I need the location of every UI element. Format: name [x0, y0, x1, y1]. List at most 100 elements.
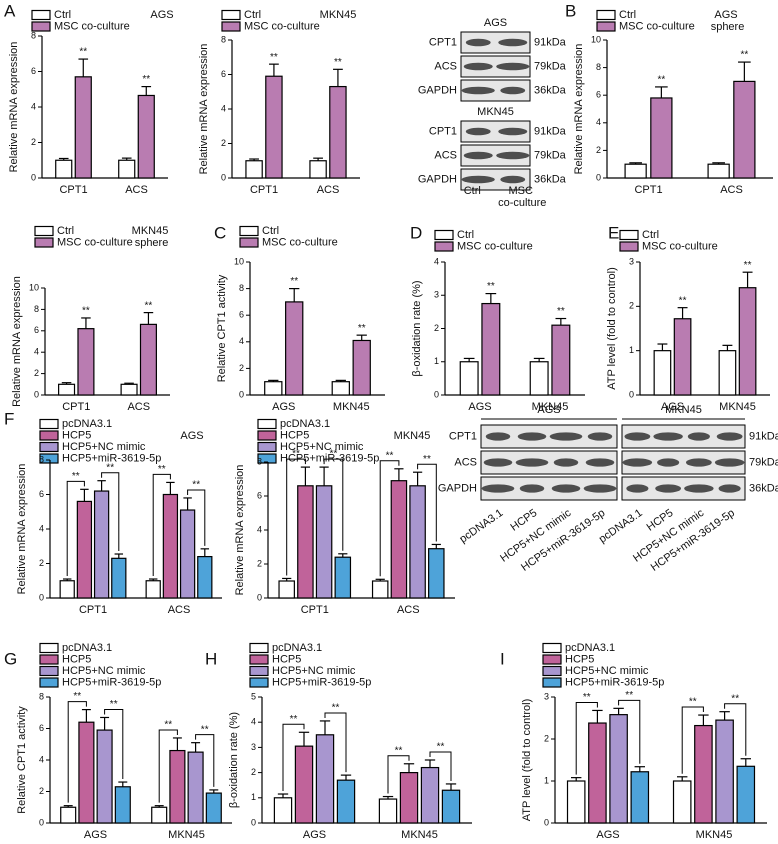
- bar: [694, 724, 713, 824]
- error-bar: [676, 776, 688, 781]
- y-tick-label: 2: [629, 301, 634, 311]
- significance-bracket: [101, 472, 120, 552]
- error-bar: [319, 466, 329, 486]
- legend-swatch: [239, 237, 259, 248]
- blot-band: [498, 38, 528, 47]
- significance-label: **: [423, 454, 431, 465]
- error-bar: [62, 578, 72, 581]
- x-tick-label: AGS: [468, 401, 491, 413]
- bar: [481, 302, 501, 396]
- blot-size-label: 36kDa: [749, 482, 778, 494]
- x-tick-label: AGS: [596, 829, 619, 841]
- significance-label: **: [164, 720, 172, 731]
- error-bar: [100, 716, 110, 731]
- blot-band: [549, 432, 583, 441]
- error-bar: [333, 68, 343, 87]
- significance-bracket: [681, 706, 704, 774]
- y-axis-label: Relative mRNA expression: [234, 465, 246, 596]
- y-axis-label: Relative CPT1 activity: [16, 706, 28, 814]
- blot-size-label: 91kDa: [534, 36, 567, 48]
- error-bar: [209, 789, 219, 794]
- significance-label: **: [657, 75, 665, 86]
- y-tick-label: 6: [257, 490, 262, 500]
- error-bar: [712, 162, 725, 165]
- bar: [309, 160, 327, 179]
- legend-label: MSC co-culture: [642, 240, 718, 252]
- legend-swatch: [257, 453, 277, 464]
- bar: [111, 557, 127, 599]
- blot-row-label: GAPDH: [438, 482, 477, 494]
- legend-label: HCP5: [272, 653, 301, 665]
- bar: [58, 383, 76, 396]
- x-tick-label: CPT1: [634, 184, 662, 196]
- legend-label: MSC co-culture: [54, 20, 130, 32]
- significance-label: **: [744, 260, 752, 271]
- bar: [60, 806, 77, 824]
- blot-size-label: 79kDa: [534, 60, 567, 72]
- legend-swatch: [596, 21, 616, 32]
- x-tick-label: CPT1: [62, 401, 90, 413]
- blot-band: [622, 458, 653, 467]
- bar: [151, 806, 168, 824]
- bar: [378, 798, 398, 824]
- bar: [428, 548, 445, 599]
- legend-label: Ctrl: [642, 229, 659, 241]
- x-tick-label: ACS: [720, 184, 743, 196]
- significance-label: **: [740, 50, 748, 61]
- blot-band: [463, 151, 493, 160]
- bar: [624, 163, 647, 179]
- blot-size-label: 91kDa: [534, 125, 567, 137]
- x-tick-label: AGS: [272, 401, 295, 413]
- error-bar: [722, 344, 733, 351]
- legend-swatch: [596, 9, 616, 21]
- significance-label: **: [334, 57, 342, 68]
- blot-band: [517, 432, 547, 441]
- significance-bracket: [282, 723, 305, 792]
- blot-row-label: CPT1: [449, 430, 477, 442]
- blot-band: [461, 175, 495, 184]
- blot-size-label: 36kDa: [534, 84, 567, 96]
- error-bar: [634, 766, 646, 772]
- error-bar: [58, 157, 69, 161]
- y-tick-label: 2: [31, 137, 36, 147]
- y-tick-label: 8: [221, 34, 226, 44]
- error-bar: [613, 707, 624, 715]
- error-bar: [80, 488, 89, 502]
- significance-bracket: [429, 751, 452, 781]
- significance-bracket: [187, 489, 206, 546]
- legend-label: HCP5: [565, 653, 594, 665]
- bar: [630, 771, 650, 824]
- legend-swatch: [239, 225, 259, 237]
- blot-band: [585, 458, 615, 467]
- legend-swatch: [34, 225, 54, 237]
- error-bar: [655, 86, 668, 98]
- significance-label: **: [689, 697, 697, 708]
- bar: [74, 76, 92, 179]
- legend-label: HCP5+NC mimic: [272, 665, 356, 677]
- legend-swatch: [39, 441, 59, 453]
- blot-title: MKN45: [665, 404, 702, 416]
- legend-swatch: [39, 665, 59, 677]
- blot-band: [653, 432, 683, 441]
- legend-swatch: [221, 9, 241, 21]
- error-bar: [121, 157, 132, 161]
- blot-lane-label: pcDNA3.1: [457, 507, 505, 546]
- legend-label: HCP5+NC mimic: [62, 665, 146, 677]
- legend-label: HCP5+miR-3619-5p: [280, 452, 379, 464]
- y-tick-label: 0: [31, 172, 36, 182]
- panel-letter: F: [4, 409, 14, 428]
- x-tick-label: ACS: [127, 401, 150, 413]
- y-tick-label: 1: [629, 345, 634, 355]
- error-bar: [277, 793, 289, 798]
- significance-label: **: [110, 699, 118, 710]
- panel-letter: C: [214, 223, 226, 242]
- blot-box: [621, 424, 746, 449]
- significance-bracket: [195, 734, 215, 787]
- bar: [331, 381, 350, 396]
- error-bar: [183, 497, 192, 511]
- y-tick-label: 0: [34, 389, 39, 399]
- error-bar: [356, 334, 367, 341]
- y-tick-label: 0: [596, 172, 601, 182]
- bar: [718, 350, 737, 396]
- bar: [205, 792, 222, 824]
